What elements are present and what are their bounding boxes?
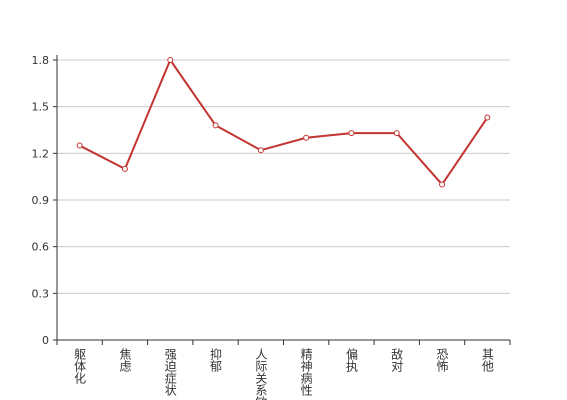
y-tick-label: 0.3 bbox=[32, 287, 50, 300]
data-point bbox=[303, 134, 310, 141]
x-tick-label: 恐怖 bbox=[435, 348, 449, 372]
y-tick-label: 1.8 bbox=[32, 54, 50, 67]
data-point bbox=[167, 57, 174, 63]
x-tick-label: 其他 bbox=[480, 348, 494, 372]
data-point bbox=[212, 122, 219, 129]
data-point bbox=[484, 114, 491, 121]
y-tick-label: 1.5 bbox=[32, 101, 50, 114]
data-point bbox=[393, 130, 400, 137]
data-point bbox=[439, 181, 446, 188]
x-tick-label: 偏执 bbox=[344, 347, 358, 373]
x-tick-label: 抑郁 bbox=[209, 347, 223, 373]
y-tick-label: 0 bbox=[42, 334, 49, 347]
y-tick-label: 0.9 bbox=[32, 194, 50, 207]
series-line bbox=[79, 57, 489, 187]
x-tick-label: 精神病性 bbox=[299, 348, 313, 397]
x-tick-label: 躯体化 bbox=[73, 347, 87, 385]
x-tick-label: 人际关系敏感 bbox=[254, 348, 268, 400]
y-tick-label: 1.2 bbox=[32, 147, 50, 160]
x-tick-label: 敌对 bbox=[390, 347, 404, 372]
data-point bbox=[76, 142, 83, 149]
x-tick-label: 焦虑 bbox=[118, 348, 132, 372]
x-tick-label: 强迫症状 bbox=[163, 348, 177, 396]
data-point bbox=[257, 147, 264, 154]
y-tick-label: 0.6 bbox=[32, 241, 50, 254]
data-point bbox=[121, 165, 128, 172]
data-point bbox=[348, 130, 355, 137]
